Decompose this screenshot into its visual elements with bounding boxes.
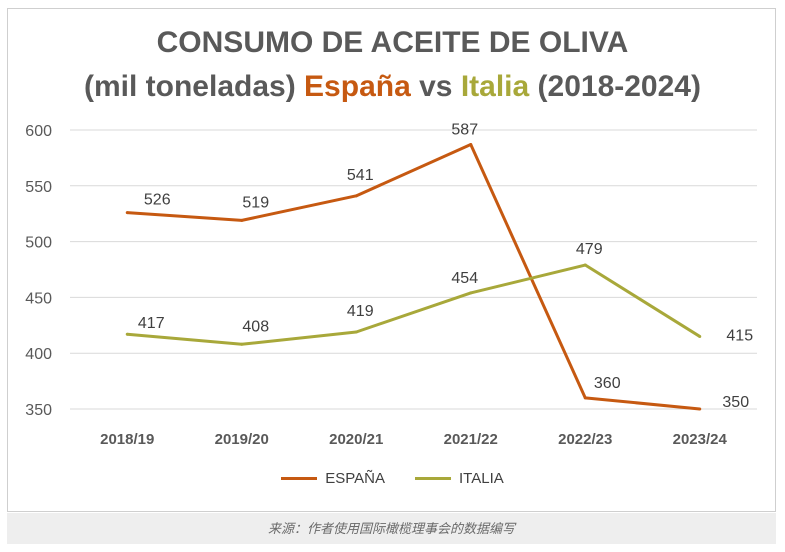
series-line-italia — [127, 263, 701, 346]
y-tick-label: 450 — [25, 290, 52, 307]
data-point — [583, 263, 587, 267]
data-label: 417 — [138, 315, 165, 332]
data-point — [240, 218, 244, 222]
data-label: 519 — [242, 194, 269, 211]
title-prefix: (mil toneladas) — [84, 70, 305, 103]
data-label: 454 — [451, 270, 478, 287]
data-label: 587 — [451, 122, 478, 139]
data-point — [354, 330, 358, 334]
chart-title-line2: (mil toneladas) España vs Italia (2018-2… — [0, 70, 785, 104]
data-point — [469, 291, 473, 295]
data-label: 419 — [347, 303, 374, 320]
title-vs: vs — [410, 70, 461, 103]
data-point — [698, 407, 702, 411]
legend-item-espana: ESPAÑA — [281, 470, 385, 487]
x-tick-label: 2022/23 — [558, 431, 612, 448]
data-label: 415 — [726, 327, 753, 344]
data-point — [583, 396, 587, 400]
legend-label-italia: ITALIA — [459, 470, 504, 487]
x-tick-label: 2019/20 — [215, 431, 269, 448]
data-point — [240, 342, 244, 346]
title-italia: Italia — [460, 70, 530, 103]
data-label: 526 — [144, 192, 171, 209]
data-point — [125, 211, 129, 215]
title-suffix: (2018-2024) — [529, 70, 701, 103]
data-label: 541 — [347, 167, 374, 184]
data-label: 360 — [594, 375, 621, 392]
chart-frame — [7, 8, 776, 512]
y-tick-label: 500 — [25, 235, 52, 252]
chart-title-line1: CONSUMO DE ACEITE DE OLIVA — [156, 26, 629, 59]
data-point — [125, 332, 129, 336]
data-point — [354, 194, 358, 198]
title-espana: España — [304, 70, 411, 103]
data-label: 479 — [576, 241, 603, 258]
data-label: 408 — [242, 318, 269, 335]
y-tick-label: 400 — [25, 346, 52, 363]
x-tick-label: 2018/19 — [100, 431, 154, 448]
legend-label-espana: ESPAÑA — [325, 470, 385, 487]
legend-swatch-espana — [281, 477, 318, 480]
series-line-espana — [127, 143, 700, 411]
legend: ESPAÑA ITALIA — [0, 470, 785, 487]
data-point — [469, 143, 473, 147]
x-tick-label: 2020/21 — [329, 431, 383, 448]
x-tick-label: 2021/22 — [444, 431, 498, 448]
source-footer: 来源：作者使用国际橄榄理事会的数据编写 — [7, 513, 776, 544]
y-tick-label: 350 — [25, 402, 52, 419]
y-tick-label: 550 — [25, 179, 52, 196]
x-tick-label: 2023/24 — [673, 431, 728, 448]
legend-swatch-italia — [415, 477, 451, 480]
legend-item-italia: ITALIA — [415, 470, 504, 487]
data-point — [698, 334, 702, 338]
data-label: 350 — [722, 394, 749, 411]
y-tick-label: 600 — [25, 123, 52, 140]
